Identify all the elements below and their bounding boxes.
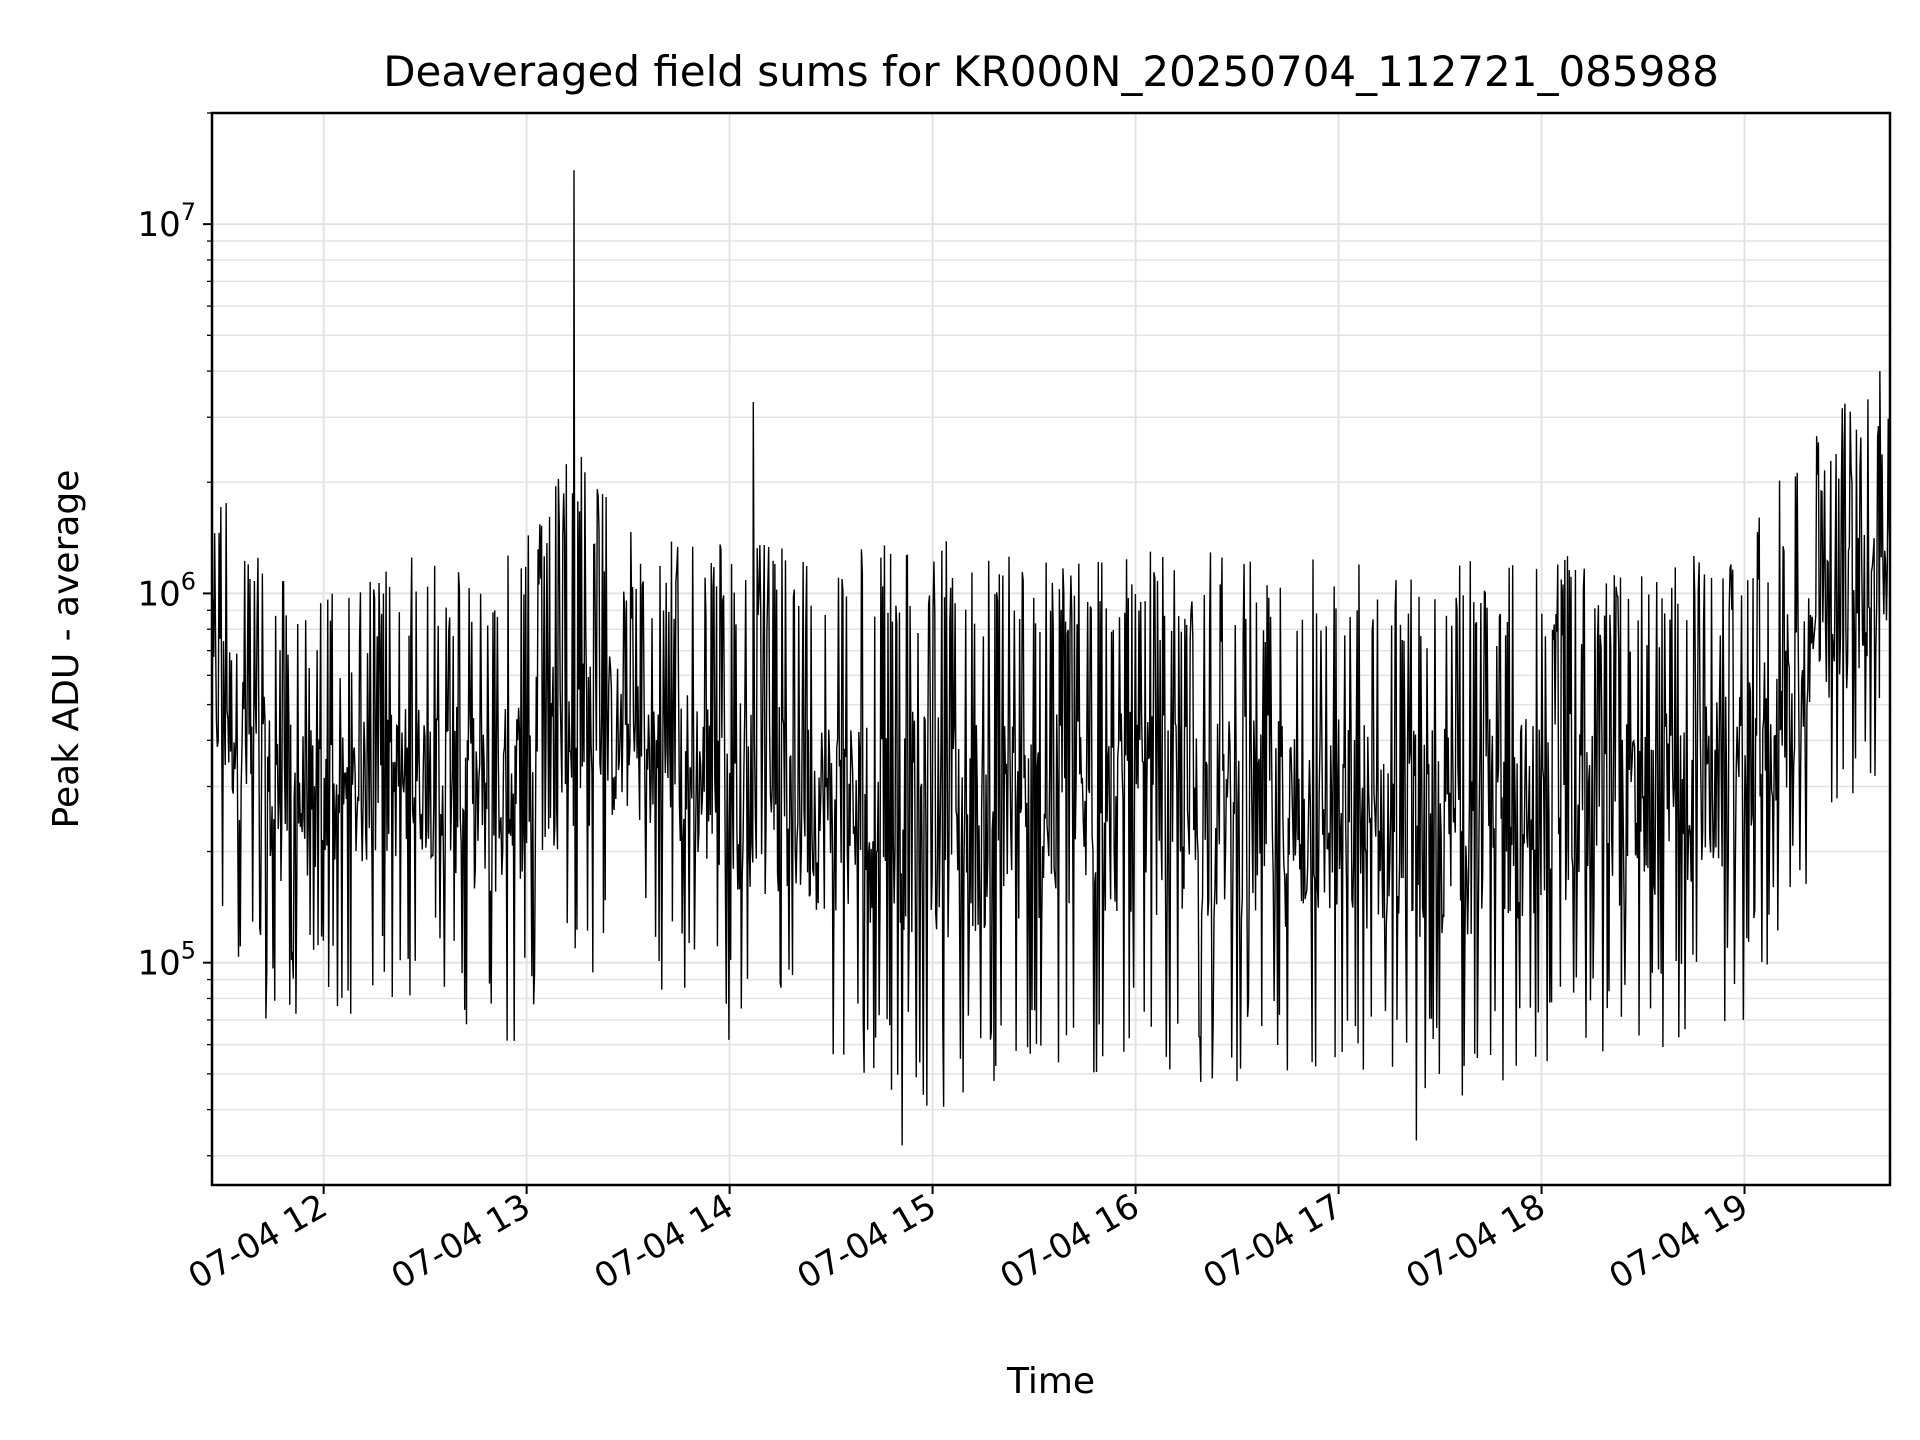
x-axis-label: Time	[1006, 1361, 1095, 1402]
y-tick-base: 10	[137, 205, 180, 245]
y-tick-exponent: 5	[181, 937, 196, 965]
y-axis-label: Peak ADU - average	[46, 470, 87, 829]
y-tick-label: 106	[137, 567, 196, 614]
y-tick-base: 10	[137, 944, 180, 984]
series-line-group	[211, 170, 1891, 1146]
y-tick-label: 105	[137, 937, 196, 984]
plot-frame	[210, 111, 1892, 1187]
y-tick-base: 10	[137, 574, 180, 614]
chart-title: Deaveraged field sums for KR000N_2025070…	[383, 47, 1719, 96]
y-tick-exponent: 7	[181, 198, 196, 226]
y-tick-exponent: 6	[181, 567, 196, 595]
series-line	[211, 170, 1891, 1146]
y-tick-label: 107	[137, 198, 196, 245]
